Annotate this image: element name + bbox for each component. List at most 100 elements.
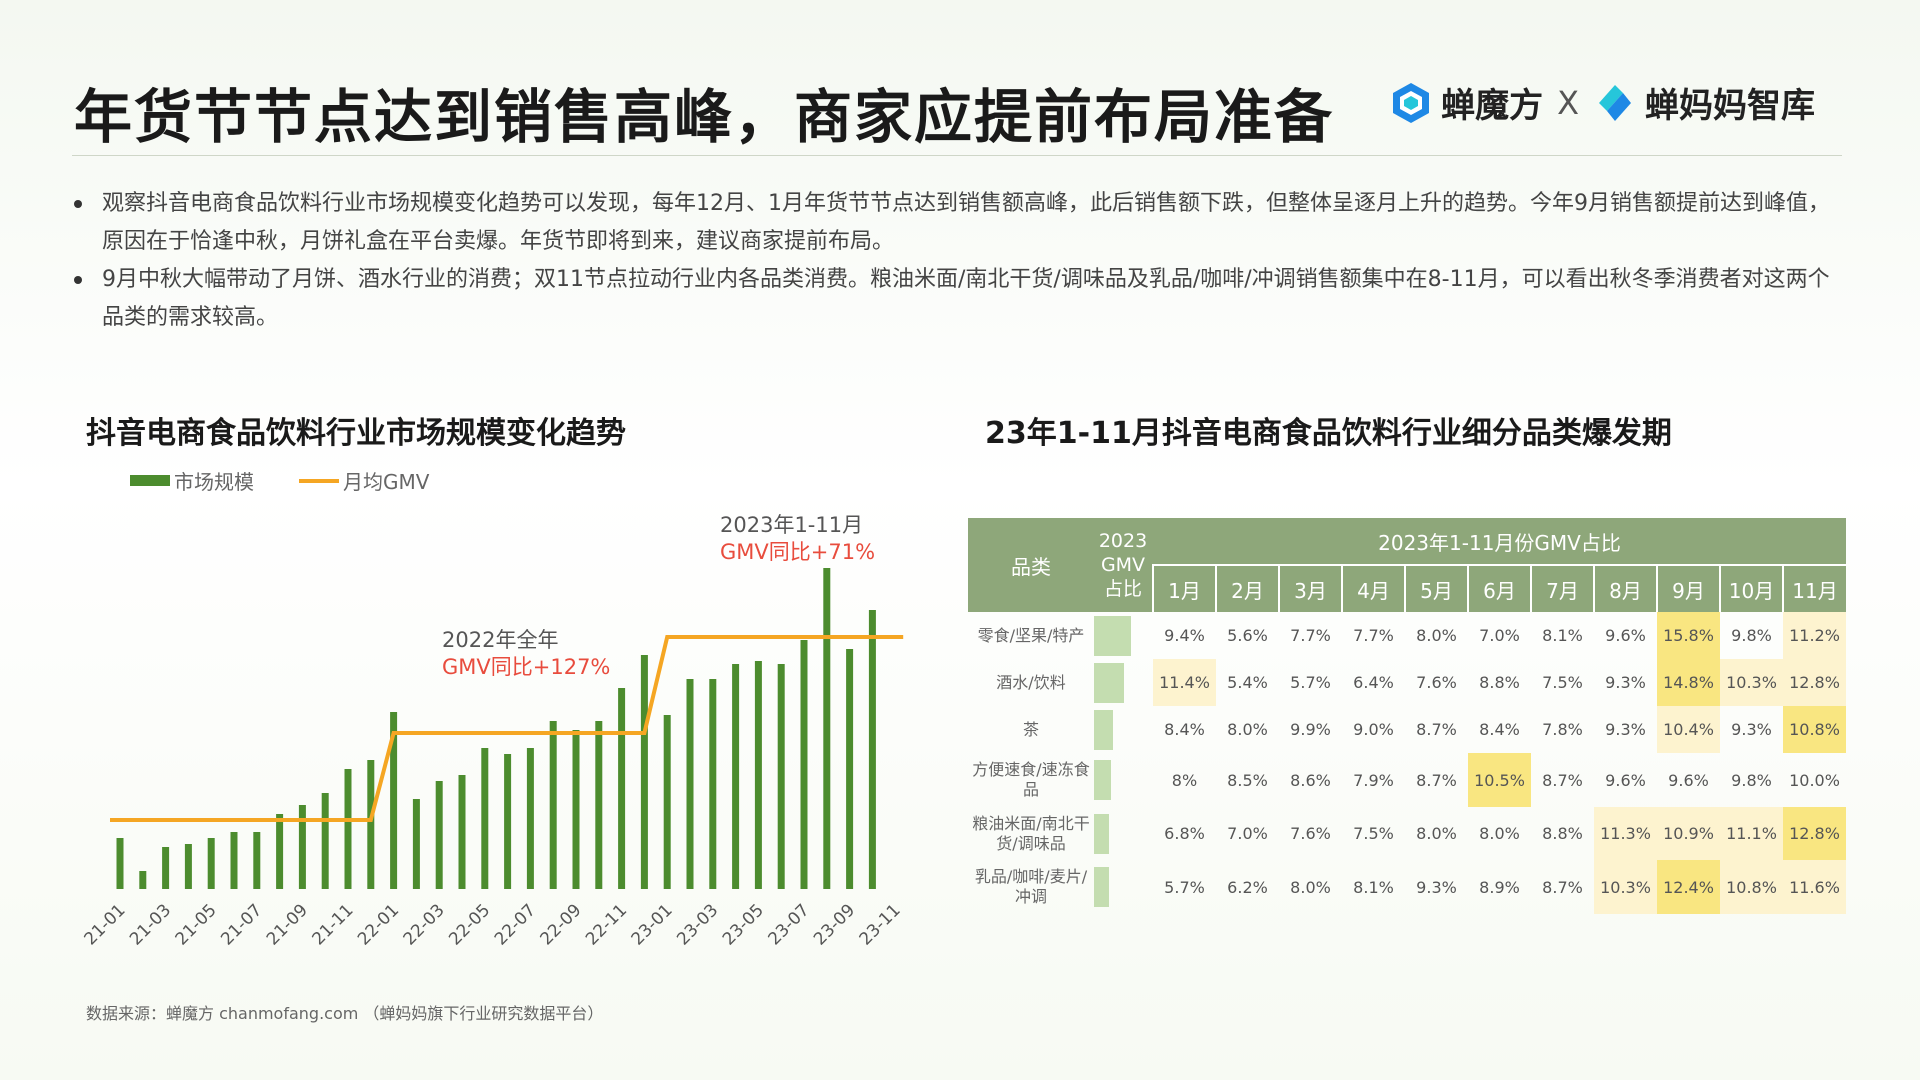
chanmofang-logo-icon — [1393, 82, 1430, 123]
right-chart-title: 23年1-11月抖音电商食品饮料行业细分品类爆发期 — [985, 416, 1672, 451]
cell-category: 粮油米面/南北干货/调味品 — [972, 813, 1090, 853]
cell-value: 7.8% — [1542, 720, 1583, 739]
cell-value: 8.4% — [1164, 720, 1205, 739]
cell-gmv-share — [1094, 807, 1153, 860]
col-header-month: 2月 — [1215, 564, 1279, 612]
cell-value: 10.9% — [1657, 807, 1720, 860]
annotation-period: 2022年全年 — [442, 628, 558, 652]
cell-value: 9.4% — [1164, 626, 1205, 645]
col-header-gmv-share: 2023 GMV 占比 — [1094, 518, 1153, 612]
bar-21-06 — [230, 832, 238, 889]
market-size-chart: 21-0121-0321-0521-0721-0921-1122-0122-03… — [80, 513, 905, 949]
x-tick-label: 21-01 — [80, 900, 129, 949]
col-header-month: 5月 — [1404, 564, 1468, 612]
page-title: 年货节节点达到销售高峰，商家应提前布局准备 — [74, 83, 1335, 151]
cell-value: 8.7% — [1542, 877, 1583, 897]
cell-value: 8.8% — [1542, 824, 1583, 843]
annotation-growth: GMV同比+71% — [720, 540, 875, 564]
cell-value: 9.3% — [1605, 673, 1646, 692]
cell-value: 9.6% — [1605, 770, 1646, 790]
bullet-item: 观察抖音电商食品饮料行业市场规模变化趋势可以发现，每年12月、1月年货节节点达到… — [72, 185, 1832, 261]
bullet-item: 9月中秋大幅带动了月饼、酒水行业的消费；双11节点拉动行业内各品类消费。粮油米面… — [72, 261, 1832, 337]
col-header-month: 1月 — [1152, 564, 1216, 612]
x-tick-label: 21-11 — [308, 900, 357, 949]
x-tick-label: 23-11 — [856, 900, 905, 949]
cell-value: 14.8% — [1657, 659, 1720, 706]
cell-value: 7.9% — [1353, 770, 1394, 790]
annotation-period: 2023年1-11月 — [720, 513, 863, 537]
cell-value: 10.3% — [1594, 860, 1657, 914]
cell-value: 7.0% — [1479, 626, 1520, 645]
gmv-share-bar — [1094, 867, 1109, 907]
cell-value: 8.7% — [1542, 770, 1583, 790]
bar-21-01 — [116, 838, 124, 889]
x-tick-label: 22-05 — [445, 900, 494, 949]
bar-22-05 — [481, 748, 489, 889]
bar-22-07 — [526, 748, 534, 889]
header-divider — [72, 155, 1842, 156]
bar-22-08 — [549, 721, 557, 889]
cell-value: 8.1% — [1542, 626, 1583, 645]
brand-a-name: 蝉魔方 — [1441, 86, 1544, 126]
gmv-share-bar — [1094, 813, 1109, 854]
bar-23-07 — [800, 640, 808, 889]
bar-21-02 — [139, 871, 147, 889]
bar-21-12 — [367, 760, 375, 889]
cell-value: 8.0% — [1416, 626, 1457, 645]
cell-value: 7.0% — [1227, 824, 1268, 843]
legend-line-swatch — [299, 478, 339, 483]
bar-22-04 — [458, 775, 466, 889]
col-header-month: 6月 — [1467, 564, 1531, 612]
bar-23-01 — [663, 715, 671, 889]
cell-value: 10.4% — [1657, 706, 1720, 753]
cell-value: 11.4% — [1153, 659, 1216, 706]
annotation-growth: GMV同比+127% — [442, 655, 610, 679]
table-row: 乳品/咖啡/麦片/冲调 5.7% 6.2% 8.0% 8.1% 9.3% 8.9% 8.7% 1… — [968, 860, 1846, 914]
x-tick-label: 22-09 — [536, 900, 585, 949]
bar-22-10 — [595, 721, 603, 889]
x-tick-label: 21-03 — [126, 900, 175, 949]
cell-category: 酒水/饮料 — [996, 672, 1066, 692]
bar-21-11 — [344, 769, 352, 889]
left-chart-title: 抖音电商食品饮料行业市场规模变化趋势 — [86, 416, 626, 451]
x-tick-label: 23-05 — [719, 900, 768, 949]
cell-value: 11.6% — [1783, 860, 1846, 914]
col-header-month: 3月 — [1278, 564, 1342, 612]
cell-value: 8.5% — [1227, 770, 1268, 790]
cell-value: 8.0% — [1290, 877, 1331, 897]
chanmama-logo-icon — [1599, 84, 1631, 121]
chart-legend: 市场规模 月均GMV — [130, 466, 429, 495]
cell-gmv-share — [1094, 612, 1153, 659]
brand-separator: X — [1557, 83, 1579, 122]
x-tick-label: 22-03 — [400, 900, 449, 949]
table-row: 茶 8.4% 8.0% 9.9% 9.0% 8.7% 8.4% 7.8% 9.3% 10.4% 9.… — [968, 706, 1846, 753]
cell-value: 10.3% — [1720, 659, 1783, 706]
cell-value: 8.4% — [1479, 720, 1520, 739]
cell-value: 11.1% — [1720, 807, 1783, 860]
cell-value: 8.7% — [1416, 770, 1457, 790]
bar-22-06 — [504, 754, 512, 889]
bar-22-11 — [618, 688, 626, 889]
category-heat-table: 品类 2023 GMV 占比 2023年1-11月份GMV占比 1月 2月 3月 4月 5月… — [968, 518, 1846, 914]
cell-value: 15.8% — [1657, 612, 1720, 659]
bar-23-09 — [846, 649, 854, 889]
cell-value: 5.6% — [1227, 626, 1268, 645]
legend-item-line: 月均GMV — [299, 466, 429, 495]
bar-22-01 — [390, 712, 398, 889]
cell-value: 7.6% — [1290, 824, 1331, 843]
table-header-row: 品类 2023 GMV 占比 2023年1-11月份GMV占比 — [968, 518, 1846, 612]
cell-value: 8.6% — [1290, 770, 1331, 790]
x-tick-label: 21-09 — [263, 900, 312, 949]
legend-bar-swatch — [130, 475, 170, 486]
legend-bar-label: 市场规模 — [174, 470, 254, 494]
cell-value: 9.6% — [1668, 770, 1709, 790]
cell-gmv-share — [1094, 860, 1153, 914]
cell-value: 6.4% — [1353, 673, 1394, 692]
col-header-month: 7月 — [1530, 564, 1594, 612]
cell-value: 9.0% — [1353, 720, 1394, 739]
bar-23-05 — [754, 661, 762, 889]
bar-21-04 — [184, 844, 192, 889]
cell-value: 9.9% — [1290, 720, 1331, 739]
x-tick-label: 22-01 — [354, 900, 403, 949]
cell-value: 9.8% — [1731, 770, 1772, 790]
